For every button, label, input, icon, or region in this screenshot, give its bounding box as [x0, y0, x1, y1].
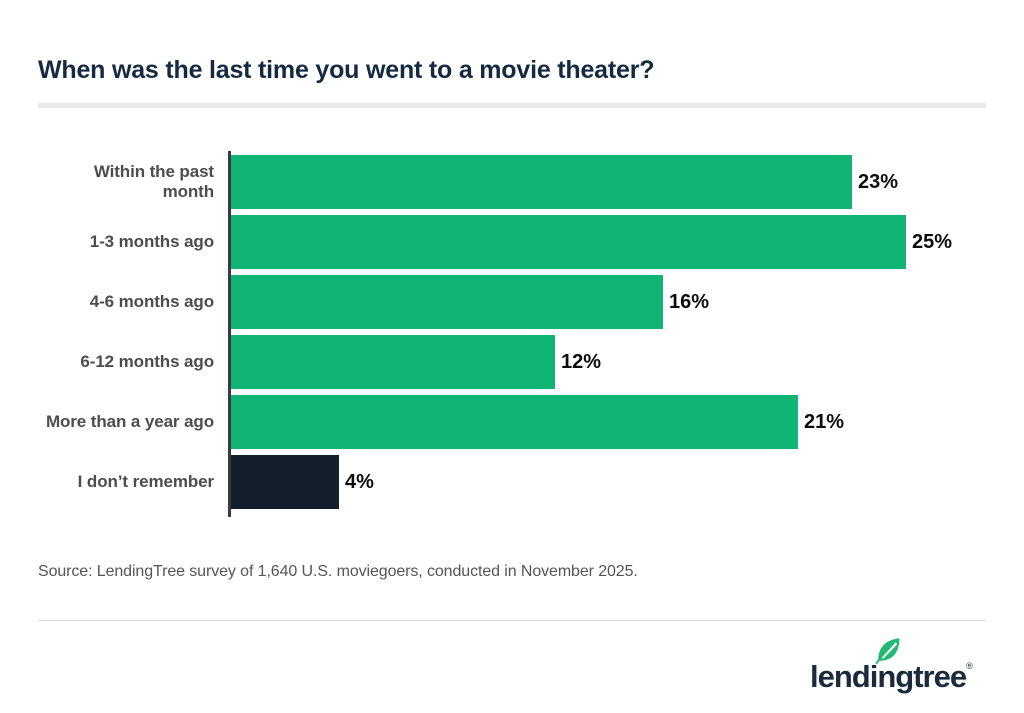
category-label: More than a year ago [45, 412, 214, 431]
bar-navy [231, 455, 339, 509]
chart-row: I don’t remember 4% [38, 455, 986, 509]
chart-row: 6-12 months ago 12% [38, 335, 986, 389]
bar-area: 21% [228, 395, 986, 449]
source-note: Source: LendingTree survey of 1,640 U.S.… [38, 563, 638, 580]
category-label: 4-6 months ago [89, 292, 214, 311]
bar-area: 23% [228, 155, 986, 209]
title-divider [38, 103, 986, 108]
footer-divider [38, 620, 986, 621]
bar-area: 25% [228, 215, 986, 269]
bar-green [231, 335, 555, 389]
value-label: 23% [858, 170, 899, 193]
chart-row: 4-6 months ago 16% [38, 275, 986, 329]
bar-area: 4% [228, 455, 986, 509]
bar-green [231, 395, 798, 449]
chart-row: More than a year ago 21% [38, 395, 986, 449]
bar-area: 16% [228, 275, 986, 329]
bar-green [231, 215, 906, 269]
value-label: 4% [345, 470, 374, 493]
category-label: Within the past month [93, 162, 214, 201]
value-label: 16% [669, 290, 710, 313]
category-label: 1-3 months ago [89, 232, 214, 251]
value-label: 21% [804, 410, 845, 433]
leaf-icon [875, 638, 900, 664]
lendingtree-logo: lendingtree® [810, 637, 990, 697]
category-label: 6-12 months ago [80, 352, 214, 371]
registered-mark: ® [966, 661, 973, 671]
logo-wordmark: lendingtree® [810, 659, 973, 695]
bar-area: 12% [228, 335, 986, 389]
y-axis-line [228, 151, 231, 517]
bar-green [231, 155, 852, 209]
category-label: I don’t remember [77, 472, 214, 491]
bar-chart: Within the past month 23% 1-3 months ago 25… [38, 151, 986, 517]
bar-green [231, 275, 663, 329]
chart-rows: Within the past month 23% 1-3 months ago 25… [38, 155, 986, 515]
value-label: 25% [912, 230, 953, 253]
value-label: 12% [561, 350, 602, 373]
chart-row: 1-3 months ago 25% [38, 215, 986, 269]
chart-title: When was the last time you went to a mov… [38, 56, 655, 84]
chart-row: Within the past month 23% [38, 155, 986, 209]
logo-wordmark-text: lendingtree [810, 659, 967, 694]
